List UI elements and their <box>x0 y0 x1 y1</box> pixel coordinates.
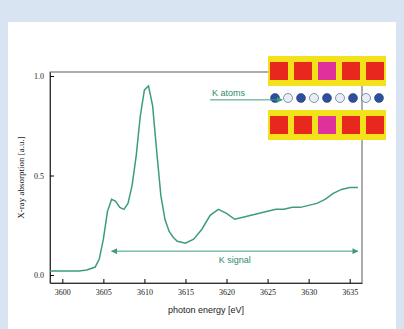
x-tick-mark <box>268 279 269 283</box>
x-tick: 3605 <box>96 279 112 297</box>
polyhedron <box>294 62 312 80</box>
x-tick-mark <box>103 279 104 283</box>
x-tick: 3620 <box>219 279 235 297</box>
y-tick-mark <box>50 275 54 276</box>
polyhedron <box>318 62 336 80</box>
x-tick-mark <box>144 279 145 283</box>
x-tick: 3635 <box>342 279 358 297</box>
x-tick: 3600 <box>55 279 71 297</box>
x-tick: 3625 <box>260 279 276 297</box>
chart: 3600 3605 3610 3615 3620 3625 3630 3635 0.0 0.5 1.… <box>0 0 404 329</box>
atom <box>284 94 293 103</box>
annotation: K atoms <box>212 88 246 98</box>
atom <box>297 94 306 103</box>
polyhedron <box>342 62 360 80</box>
polyhedron <box>366 62 384 80</box>
x-tick-label: 3600 <box>55 288 71 297</box>
x-tick-mark <box>185 279 186 283</box>
slide <box>8 22 396 329</box>
y-tick-label: 0.5 <box>34 172 44 181</box>
x-tick: 3615 <box>178 279 194 297</box>
y-tick-label: 0.0 <box>34 271 44 280</box>
y-axis-title: X-ray absorption [a.u.] <box>16 136 26 218</box>
x-axis: 3600 3605 3610 3615 3620 3625 3630 3635 <box>51 279 363 297</box>
layer <box>268 110 386 140</box>
polyhedron <box>270 62 288 80</box>
x-tick-mark <box>309 279 310 283</box>
polyhedron <box>366 116 384 134</box>
y-tick: 0.0 <box>34 271 54 280</box>
atom <box>375 94 384 103</box>
polyhedron <box>294 116 312 134</box>
y-axis: 0.0 0.5 1.0 <box>34 72 54 283</box>
atom <box>336 94 345 103</box>
x-tick: 3610 <box>137 279 153 297</box>
atom <box>271 94 280 103</box>
atom <box>362 94 371 103</box>
x-tick-label: 3605 <box>96 288 112 297</box>
plot-frame <box>50 72 362 283</box>
polyhedron <box>342 116 360 134</box>
y-axis-line <box>50 73 51 284</box>
y-tick: 1.0 <box>34 72 54 81</box>
x-tick-label: 3635 <box>342 288 358 297</box>
y-tick: 0.5 <box>34 172 54 181</box>
annotation: K signal <box>219 255 251 265</box>
x-tick-label: 3615 <box>178 288 194 297</box>
atom <box>310 94 319 103</box>
x-tick-label: 3620 <box>219 288 235 297</box>
polyhedron <box>270 116 288 134</box>
x-axis-title: photon energy [eV] <box>168 305 244 315</box>
polyhedron <box>318 116 336 134</box>
x-tick-mark <box>62 279 63 283</box>
background <box>0 0 404 329</box>
x-tick-label: 3625 <box>260 288 276 297</box>
atom <box>323 94 332 103</box>
x-tick-label: 3610 <box>137 288 153 297</box>
annotation-arrow <box>112 251 358 252</box>
y-tick-mark <box>50 176 54 177</box>
x-tick-mark <box>350 279 351 283</box>
atom <box>349 94 358 103</box>
layer <box>268 56 386 86</box>
y-tick-label: 1.0 <box>34 72 44 81</box>
structure-inset <box>268 56 386 140</box>
y-tick-mark <box>50 76 54 77</box>
x-tick-mark <box>227 279 228 283</box>
x-axis-line <box>51 283 363 284</box>
x-tick: 3630 <box>301 279 317 297</box>
x-tick-label: 3630 <box>301 288 317 297</box>
annotation-arrow <box>210 99 282 100</box>
